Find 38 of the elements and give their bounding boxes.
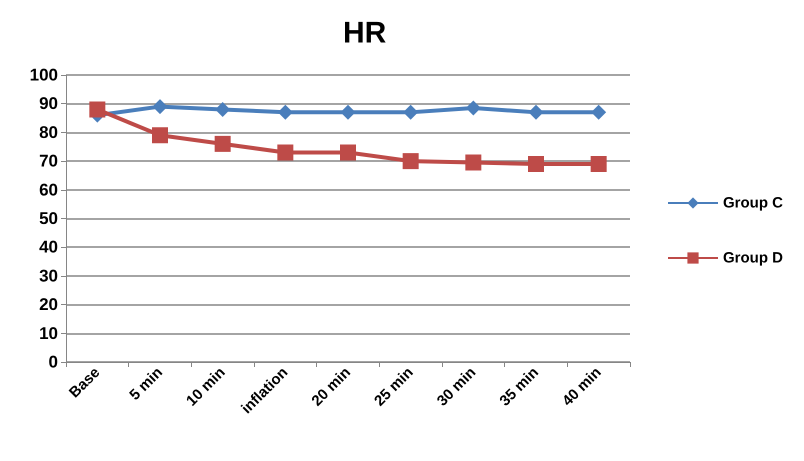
x-tick-label: 10 min (183, 364, 229, 410)
x-tick-label: 20 min (308, 364, 354, 410)
x-tick-label: 35 min (496, 364, 542, 410)
y-tick-label: 20 (39, 295, 58, 314)
y-tick-label: 0 (48, 352, 58, 372)
point (402, 153, 419, 170)
point (528, 156, 544, 172)
y-tick-label: 80 (39, 122, 58, 142)
y-tick-label: 70 (39, 152, 58, 171)
x-tick-label: 40 min (559, 364, 605, 410)
point (340, 104, 356, 120)
point (214, 136, 231, 152)
x-tick-label: 25 min (371, 364, 417, 410)
y-tick-label: 100 (30, 66, 58, 84)
y-tick-label: 60 (39, 180, 58, 200)
y-tick-label: 90 (39, 94, 58, 114)
chart-title: HR (343, 16, 387, 50)
point (215, 102, 230, 117)
x-tick-label: 5 min (126, 364, 166, 404)
legend-label: Group D (723, 250, 784, 266)
point (465, 154, 482, 171)
point (277, 144, 294, 160)
point (152, 127, 168, 144)
point (591, 104, 606, 120)
point (403, 104, 418, 120)
legend-label: Group C (723, 194, 784, 212)
y-tick-label: 30 (39, 266, 58, 286)
y-tick-label: 10 (39, 324, 58, 343)
point (340, 144, 356, 160)
point (590, 156, 607, 172)
x-tick-label: 30 min (434, 364, 480, 410)
point (152, 99, 168, 114)
y-tick-label: 40 (39, 238, 58, 257)
point (528, 104, 544, 120)
point (278, 104, 293, 120)
point (89, 101, 106, 118)
y-tick-label: 50 (39, 209, 58, 228)
point (466, 100, 481, 116)
